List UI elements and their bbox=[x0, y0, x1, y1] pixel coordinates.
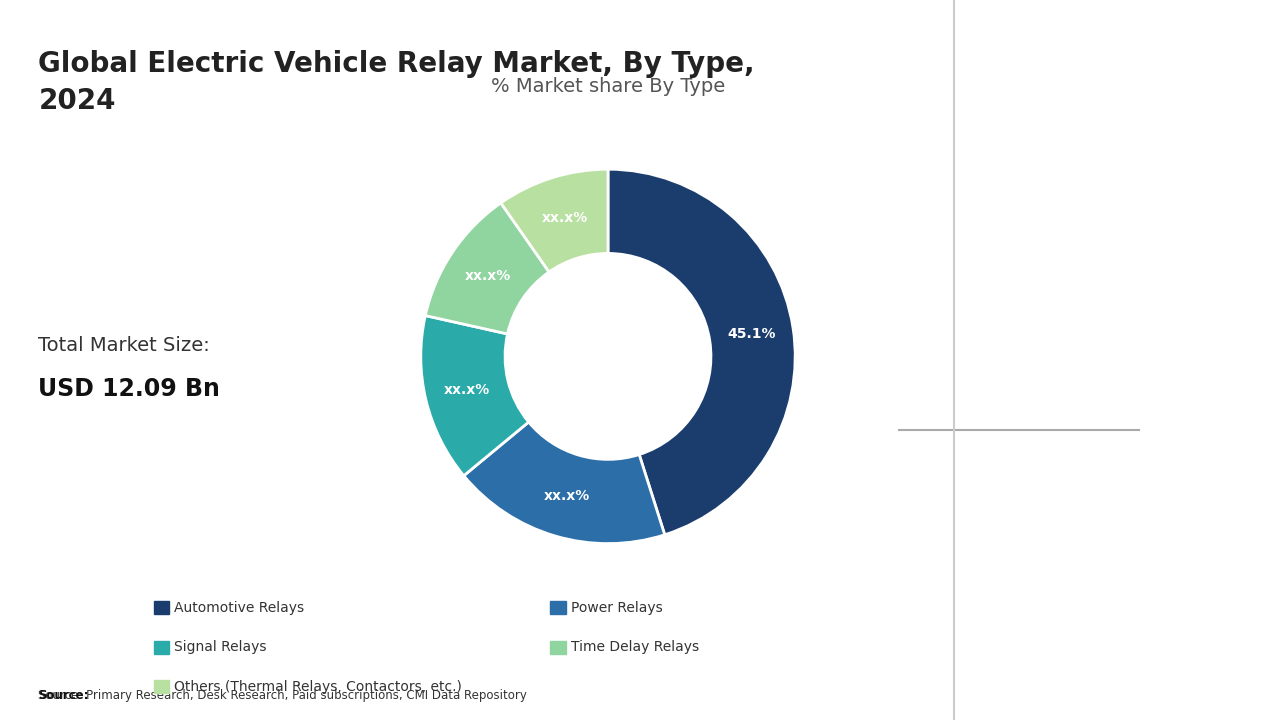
Text: Global Electric Vehicle Relay Market, By Type,
2024: Global Electric Vehicle Relay Market, By… bbox=[38, 50, 755, 115]
Text: 45.1%: 45.1% bbox=[908, 215, 1091, 268]
Text: xx.x%: xx.x% bbox=[444, 383, 490, 397]
Title: % Market share By Type: % Market share By Type bbox=[490, 77, 726, 96]
Text: Automotive Relays: Automotive Relays bbox=[908, 314, 1097, 332]
Text: USD 12.09 Bn: USD 12.09 Bn bbox=[38, 377, 220, 401]
Text: 45.1%: 45.1% bbox=[727, 327, 776, 341]
Text: xx.x%: xx.x% bbox=[465, 269, 511, 283]
Text: Source: Primary Research, Desk Research, Paid subscriptions, CMI Data Repository: Source: Primary Research, Desk Research,… bbox=[38, 689, 527, 702]
Text: xx.x%: xx.x% bbox=[541, 211, 588, 225]
Wedge shape bbox=[463, 422, 664, 544]
Text: Type -
Estimated Market
Revenue Share, 2024: Type - Estimated Market Revenue Share, 2… bbox=[908, 353, 1101, 420]
Text: Automotive Relays: Automotive Relays bbox=[174, 600, 305, 615]
Text: Power Relays: Power Relays bbox=[571, 600, 663, 615]
Wedge shape bbox=[421, 315, 529, 476]
Text: Global Electric
Vehicle Relay
Market: Global Electric Vehicle Relay Market bbox=[908, 446, 1107, 557]
Text: Source:: Source: bbox=[38, 689, 88, 702]
Text: xx.x%: xx.x% bbox=[544, 489, 590, 503]
Text: Signal Relays: Signal Relays bbox=[174, 640, 266, 654]
Wedge shape bbox=[608, 169, 795, 535]
Text: Time Delay Relays: Time Delay Relays bbox=[571, 640, 699, 654]
Wedge shape bbox=[500, 169, 608, 272]
Wedge shape bbox=[425, 203, 549, 334]
Text: Total Market Size:: Total Market Size: bbox=[38, 336, 210, 355]
Text: Others (Thermal Relays, Contactors, etc.): Others (Thermal Relays, Contactors, etc.… bbox=[174, 680, 462, 694]
